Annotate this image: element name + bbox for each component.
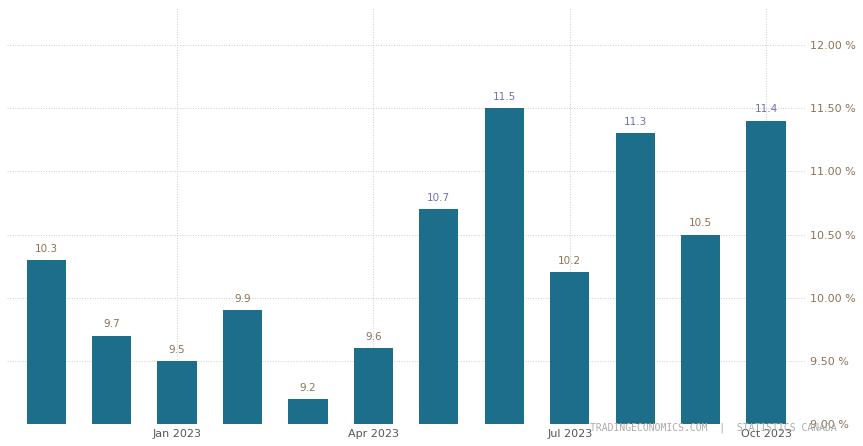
Bar	[746, 121, 785, 424]
Bar	[354, 348, 393, 424]
Text: 9.7: 9.7	[104, 319, 120, 329]
Bar	[550, 273, 589, 424]
Bar	[615, 133, 655, 424]
Text: 11.4: 11.4	[754, 104, 778, 115]
Text: 10.3: 10.3	[35, 244, 58, 253]
Bar	[485, 108, 524, 424]
Text: 9.9: 9.9	[234, 294, 251, 304]
Bar	[157, 361, 197, 424]
Text: 10.5: 10.5	[689, 218, 712, 228]
Text: 11.5: 11.5	[493, 92, 516, 102]
Text: TRADINGECONOMICS.COM  |  STATISTICS CANADA: TRADINGECONOMICS.COM | STATISTICS CANADA	[590, 422, 837, 433]
Text: 11.3: 11.3	[624, 117, 646, 127]
Bar	[419, 209, 458, 424]
Text: 9.2: 9.2	[299, 383, 316, 392]
Bar	[681, 235, 721, 424]
Text: 10.7: 10.7	[427, 193, 450, 203]
Text: 9.6: 9.6	[365, 332, 381, 342]
Text: 10.2: 10.2	[558, 256, 582, 266]
Bar	[223, 310, 262, 424]
Bar	[288, 399, 328, 424]
Bar	[92, 336, 131, 424]
Text: 9.5: 9.5	[169, 345, 186, 355]
Bar	[27, 260, 66, 424]
